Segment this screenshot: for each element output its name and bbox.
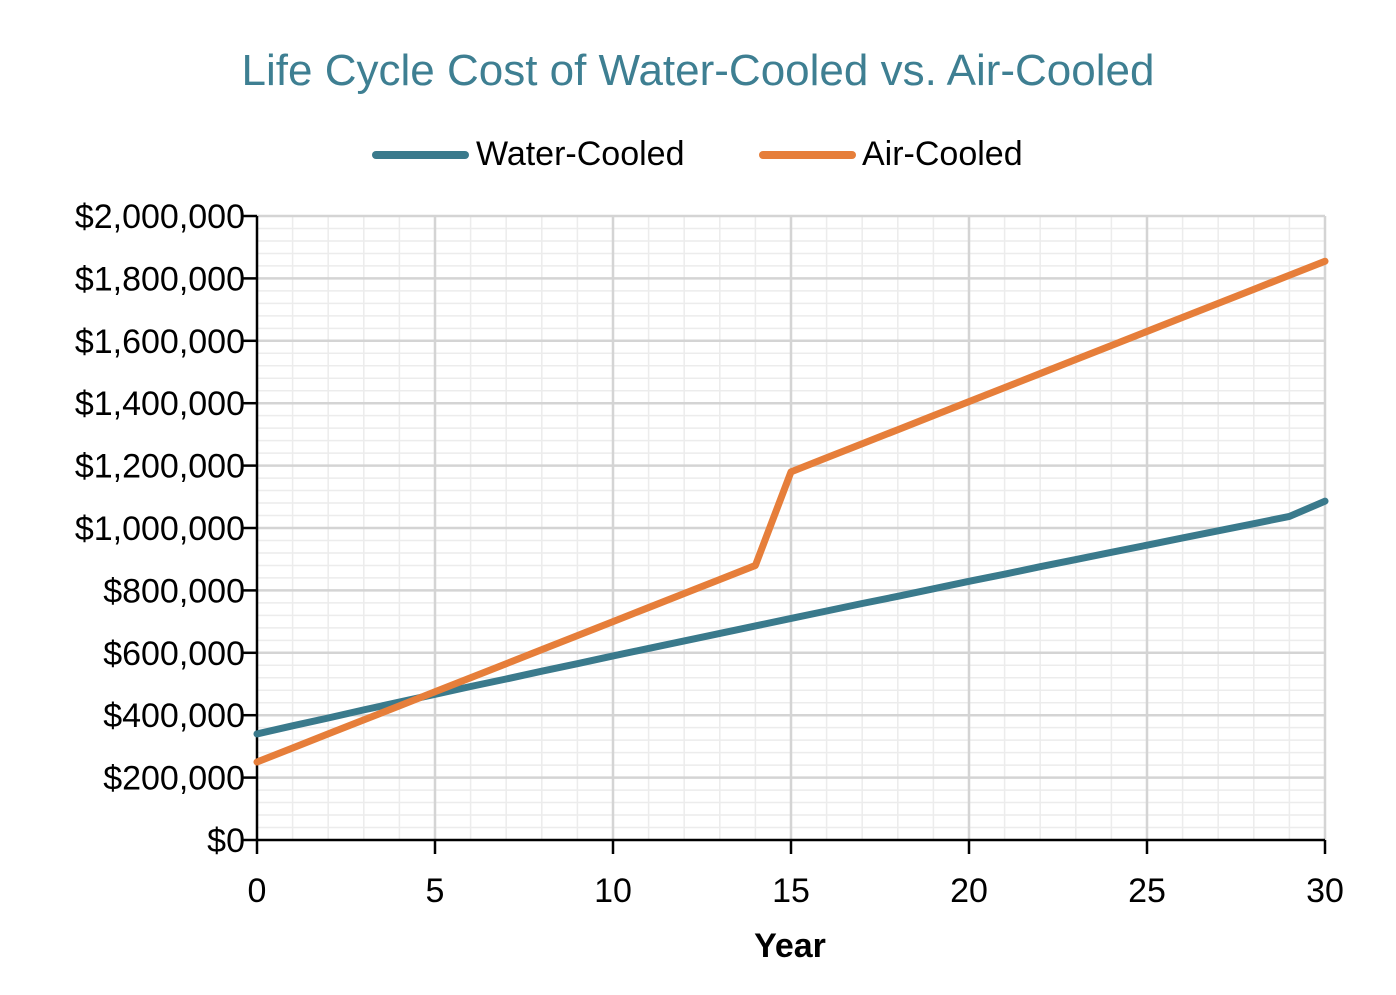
- labels: $0 $200,000 $400,000 $600,000 $800,000 $1,000…: [75, 198, 1344, 910]
- x-axis-title: Year: [754, 927, 826, 965]
- x-tick-label: 15: [772, 872, 810, 910]
- legend-label-water-cooled: Water-Cooled: [476, 135, 684, 173]
- y-tick-label: $400,000: [103, 697, 245, 735]
- series-layer: [253, 257, 1329, 766]
- x-tick-label: 5: [426, 872, 445, 910]
- legend-label-air-cooled: Air-Cooled: [862, 135, 1023, 173]
- legend: Water-Cooled Air-Cooled: [372, 135, 1023, 173]
- x-tick-label: 30: [1306, 872, 1344, 910]
- series-line-air-cooled: [253, 257, 1329, 766]
- y-tick-label: $2,000,000: [75, 198, 245, 236]
- x-tick-label: 20: [950, 872, 988, 910]
- grid: [257, 214, 1327, 840]
- axes: [243, 214, 1327, 854]
- y-tick-label: $800,000: [103, 572, 245, 610]
- y-tick-label: $1,400,000: [75, 385, 245, 423]
- chart-title: Life Cycle Cost of Water-Cooled vs. Air-…: [242, 46, 1155, 95]
- x-tick-label: 10: [594, 872, 632, 910]
- y-tick-label: $1,600,000: [75, 323, 245, 361]
- y-tick-label: $0: [207, 822, 245, 860]
- y-tick-label: $1,000,000: [75, 510, 245, 548]
- x-tick-label: 25: [1128, 872, 1166, 910]
- y-tick-label: $200,000: [103, 760, 245, 798]
- x-tick-label: 0: [248, 872, 267, 910]
- y-tick-label: $1,800,000: [75, 260, 245, 298]
- y-tick-label: $1,200,000: [75, 448, 245, 486]
- y-tick-label: $600,000: [103, 635, 245, 673]
